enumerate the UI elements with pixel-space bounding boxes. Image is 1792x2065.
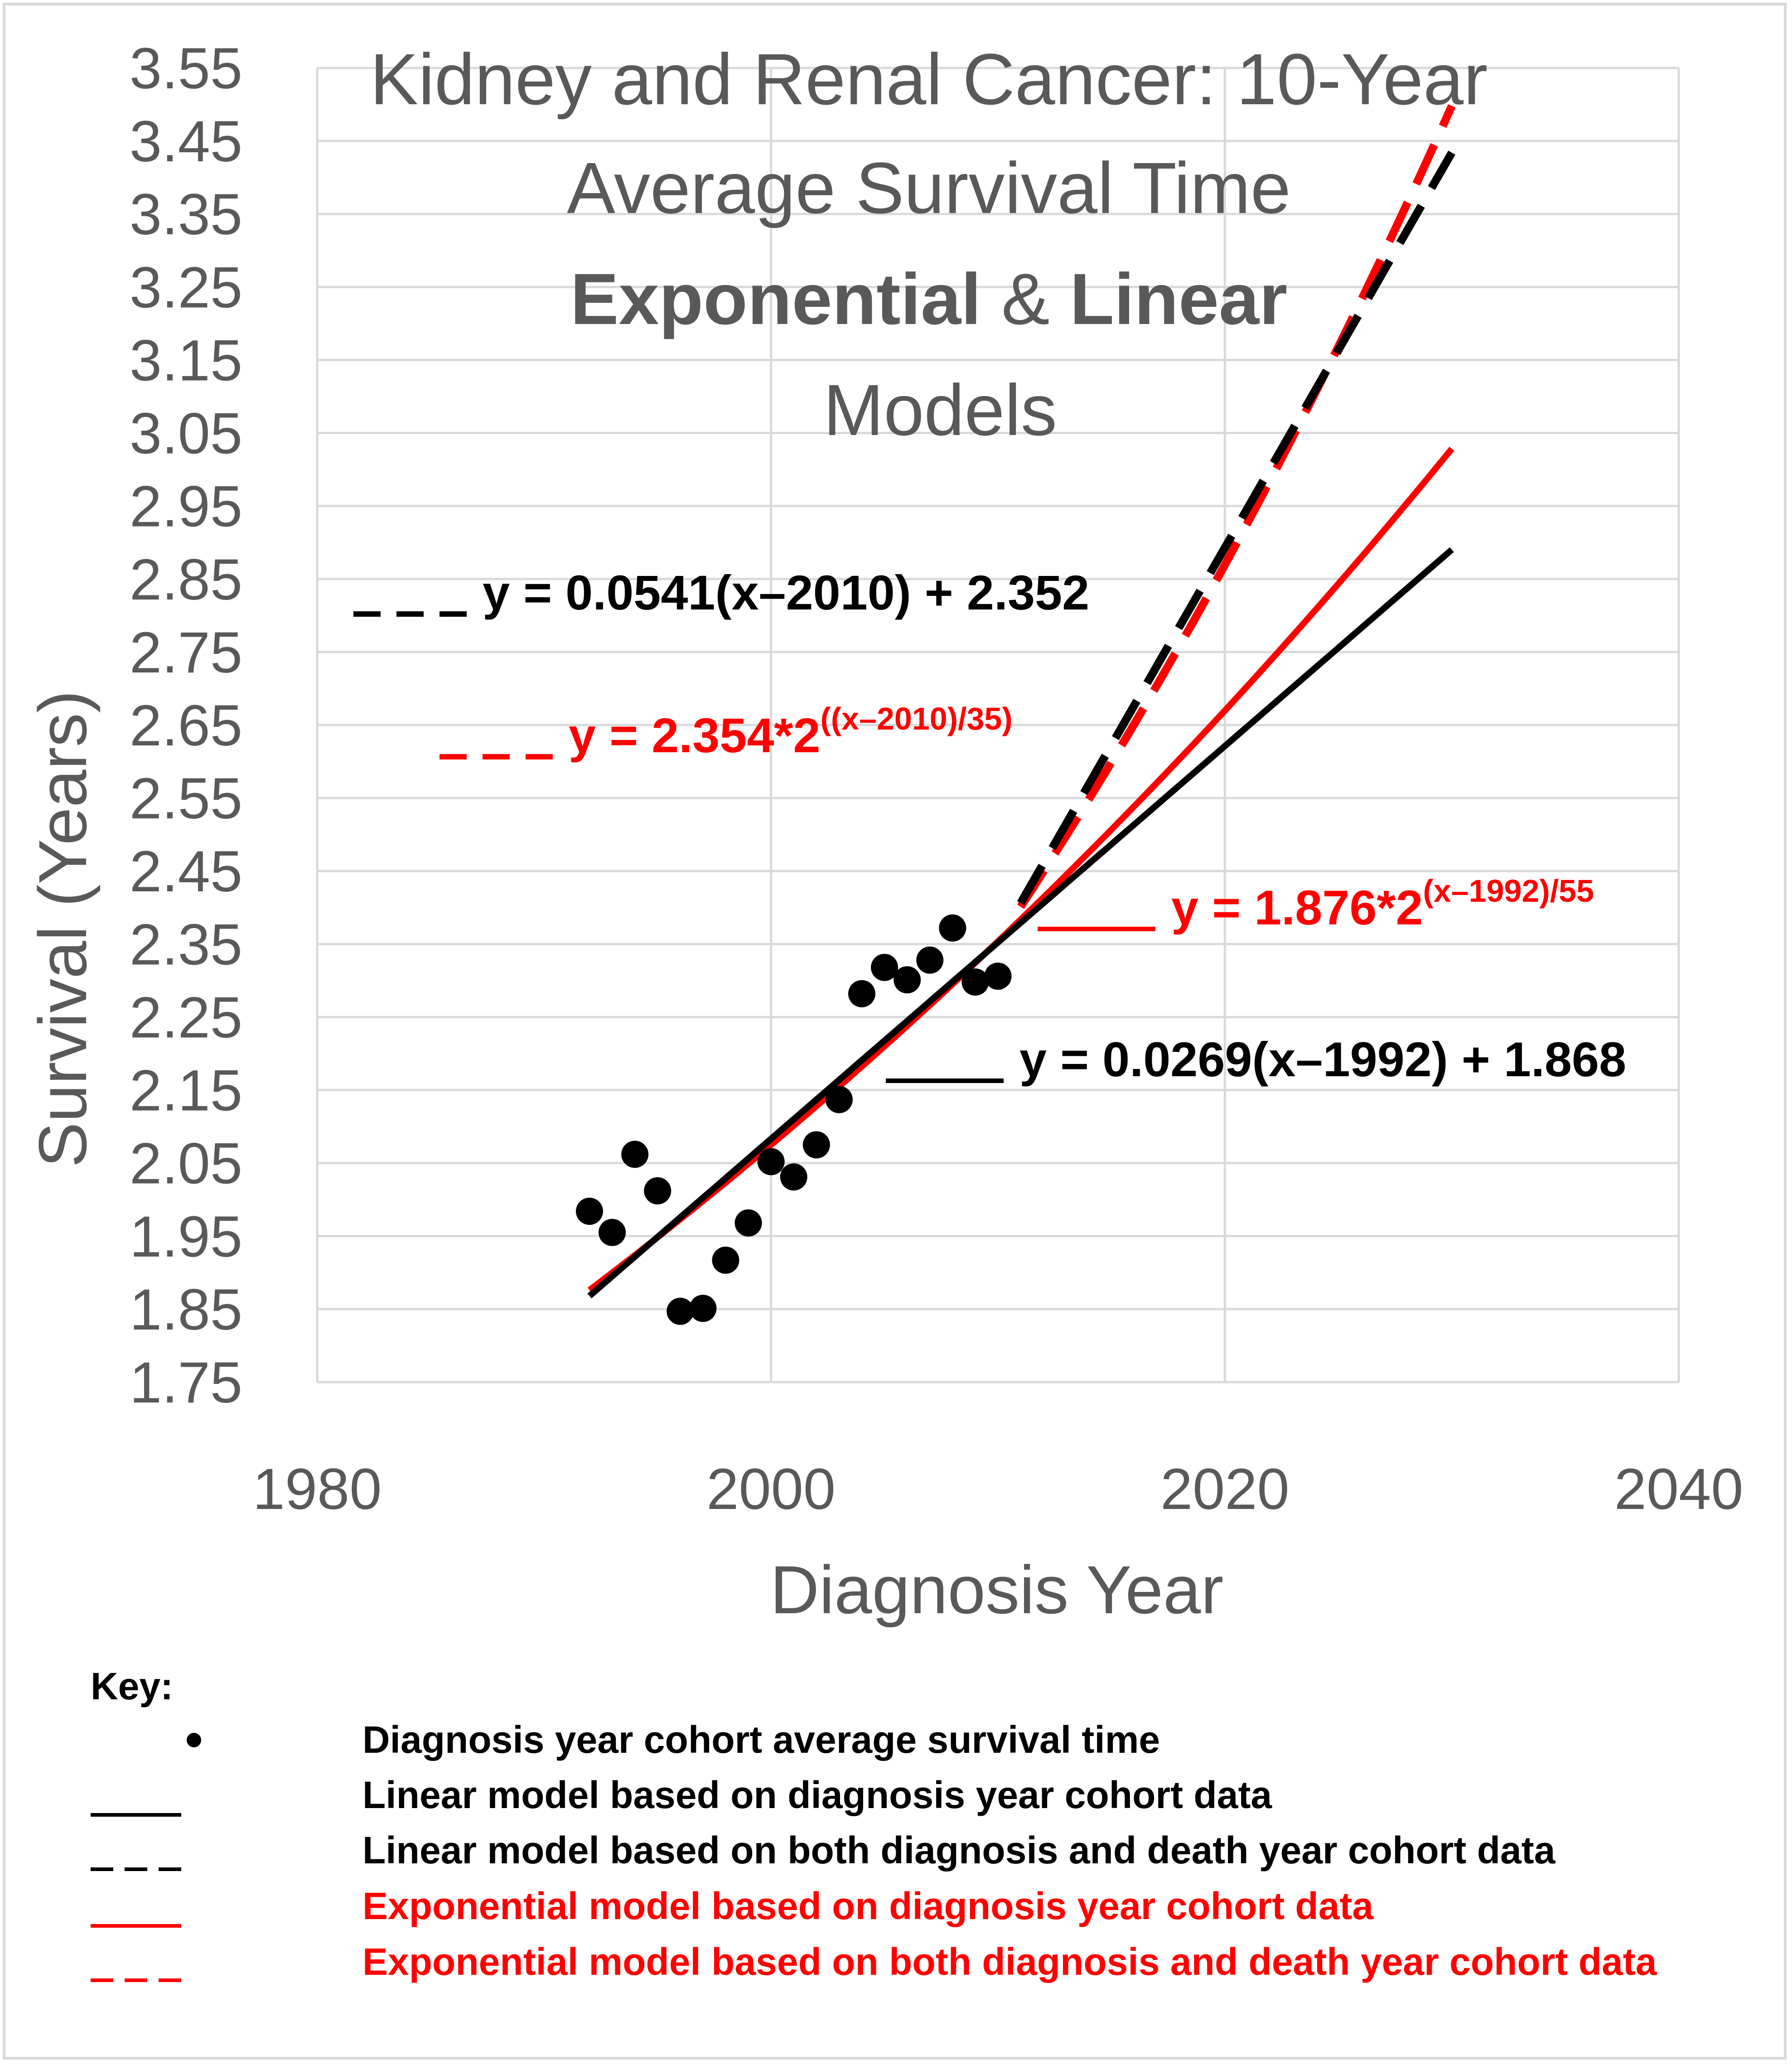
y-tick-label: 2.15 xyxy=(130,1059,242,1123)
data-point xyxy=(894,966,921,994)
data-point xyxy=(689,1295,717,1322)
key-title: Key: xyxy=(91,1665,173,1707)
x-tick-label: 1980 xyxy=(253,1457,382,1522)
x-tick-label: 2040 xyxy=(1614,1457,1744,1522)
data-point xyxy=(802,1131,830,1159)
y-tick-label: 2.75 xyxy=(130,620,242,685)
x-tick-label: 2020 xyxy=(1160,1457,1290,1522)
equation-exp-solid-base: y = 1.876*2 xyxy=(1171,880,1423,935)
equation-linear-dashed: y = 0.0541(x–2010) + 2.352 xyxy=(353,565,1089,620)
title-linear: Linear xyxy=(1070,258,1287,339)
x-tick-label: 2000 xyxy=(706,1457,836,1522)
key-item-label: Diagnosis year cohort average survival t… xyxy=(362,1718,1160,1761)
equation-linear-dashed-text: y = 0.0541(x–2010) + 2.352 xyxy=(483,565,1089,620)
key-item-label: Linear model based on diagnosis year coh… xyxy=(362,1774,1272,1816)
y-tick-label: 2.95 xyxy=(130,474,242,539)
y-tick-label: 2.55 xyxy=(130,766,242,831)
chart-title-line-4: Models xyxy=(823,369,1057,450)
y-tick-label: 3.25 xyxy=(130,255,242,320)
exponential-dashed-model-line xyxy=(1017,104,1456,909)
key-item-label: Exponential model based on diagnosis yea… xyxy=(362,1885,1374,1927)
grid xyxy=(316,67,1680,1383)
x-axis-label: Diagnosis Year xyxy=(770,1552,1224,1628)
data-point xyxy=(961,968,989,996)
equation-exp-solid-text: y = 1.876*2(x–1992)/55 xyxy=(1171,873,1594,935)
data-point xyxy=(734,1209,762,1237)
y-tick-labels: 1.75 1.85 1.95 2.05 2.15 2.25 2.35 2.45 2.55 2.65… xyxy=(130,36,242,1415)
data-point xyxy=(984,962,1012,990)
data-point xyxy=(667,1297,694,1325)
data-point xyxy=(916,946,944,974)
y-tick-label: 3.15 xyxy=(130,328,242,393)
y-tick-label: 1.95 xyxy=(130,1204,242,1269)
y-tick-label: 2.05 xyxy=(130,1132,242,1196)
data-point xyxy=(848,980,875,1007)
title-ampersand: & xyxy=(981,258,1070,339)
equation-exp-dashed-base: y = 2.354*2 xyxy=(569,708,821,763)
equation-linear-solid-text: y = 0.0269(x–1992) + 1.868 xyxy=(1019,1032,1626,1087)
key-item-label: Linear model based on both diagnosis and… xyxy=(362,1829,1556,1872)
y-tick-label: 1.75 xyxy=(130,1350,242,1415)
data-point xyxy=(939,914,966,942)
data-point xyxy=(621,1141,649,1168)
data-point xyxy=(599,1219,626,1246)
linear-dashed-model-line xyxy=(1017,150,1456,905)
equation-exp-dashed: y = 2.354*2((x–2010)/35) xyxy=(440,701,1013,763)
data-point xyxy=(780,1163,807,1191)
data-points xyxy=(576,914,1012,1325)
key-marker-dot xyxy=(187,1733,201,1747)
equation-exp-solid: y = 1.876*2(x–1992)/55 xyxy=(1038,873,1594,935)
y-tick-label: 3.05 xyxy=(130,401,242,466)
y-tick-label: 2.45 xyxy=(130,839,242,904)
key-item-label: Exponential model based on both diagnosi… xyxy=(362,1940,1657,1983)
chart-title-line-3: Exponential & Linear xyxy=(570,258,1288,339)
linear-solid-model-line xyxy=(587,547,1454,1299)
chart-title-line-1: Kidney and Renal Cancer: 10-Year xyxy=(370,39,1488,120)
y-tick-label: 3.45 xyxy=(130,109,242,174)
figure-border xyxy=(3,3,1787,2060)
equation-exp-dashed-exponent: ((x–2010)/35) xyxy=(821,701,1013,736)
y-tick-label: 2.85 xyxy=(130,547,242,612)
equation-linear-solid: y = 0.0269(x–1992) + 1.868 xyxy=(886,1032,1626,1087)
data-point xyxy=(712,1246,739,1274)
y-tick-label: 2.35 xyxy=(130,912,242,977)
key: Key: Diagnosis year cohort average survi… xyxy=(91,1665,1657,1983)
equation-exp-dashed-text: y = 2.354*2((x–2010)/35) xyxy=(569,701,1013,763)
data-point xyxy=(757,1148,785,1175)
y-tick-label: 3.55 xyxy=(130,36,242,101)
chart-title-line-2: Average Survival Time xyxy=(567,147,1291,228)
title-exponential: Exponential xyxy=(570,258,981,339)
y-axis-label: Survival (Years) xyxy=(24,690,101,1167)
y-tick-label: 3.35 xyxy=(130,182,242,247)
y-tick-label: 2.25 xyxy=(130,985,242,1050)
data-point xyxy=(644,1177,671,1204)
equation-exp-solid-exponent: (x–1992)/55 xyxy=(1423,873,1594,909)
data-point xyxy=(576,1198,603,1225)
x-tick-labels: 1980 2000 2020 2040 xyxy=(253,1457,1744,1522)
data-point xyxy=(825,1086,853,1113)
y-tick-label: 2.65 xyxy=(130,693,242,758)
y-tick-label: 1.85 xyxy=(130,1277,242,1342)
model-lines xyxy=(587,104,1456,1299)
data-point xyxy=(871,953,898,981)
